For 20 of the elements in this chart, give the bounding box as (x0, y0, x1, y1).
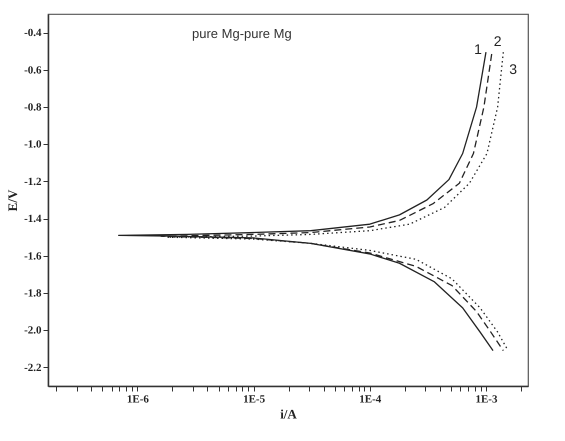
series-label: 1 (474, 41, 482, 58)
x-tick-label: 1E-5 (243, 394, 266, 406)
series-label: 3 (509, 61, 518, 78)
y-tick-label: -2.2 (24, 362, 42, 374)
y-tick-label: -1.2 (24, 176, 42, 188)
series-label: 2 (494, 32, 502, 49)
y-tick-label: -1.4 (24, 213, 42, 226)
y-tick-label: -1.6 (24, 250, 42, 262)
x-tick-label: 1E-3 (475, 394, 498, 406)
y-axis-title: E/V (5, 189, 20, 212)
x-axis-title: i/A (280, 406, 298, 422)
y-tick-label: -0.4 (24, 27, 42, 40)
y-tick-label: -0.8 (24, 102, 42, 114)
y-tick-label: -1.8 (24, 288, 42, 300)
y-tick-label: -1.0 (24, 138, 42, 151)
annotation: pure Mg-pure Mg (192, 26, 292, 41)
y-tick-label: -0.6 (24, 64, 42, 76)
y-tick-label: -2.0 (24, 324, 42, 337)
x-tick-label: 1E-6 (126, 394, 150, 406)
x-tick-label: 1E-4 (359, 394, 382, 406)
